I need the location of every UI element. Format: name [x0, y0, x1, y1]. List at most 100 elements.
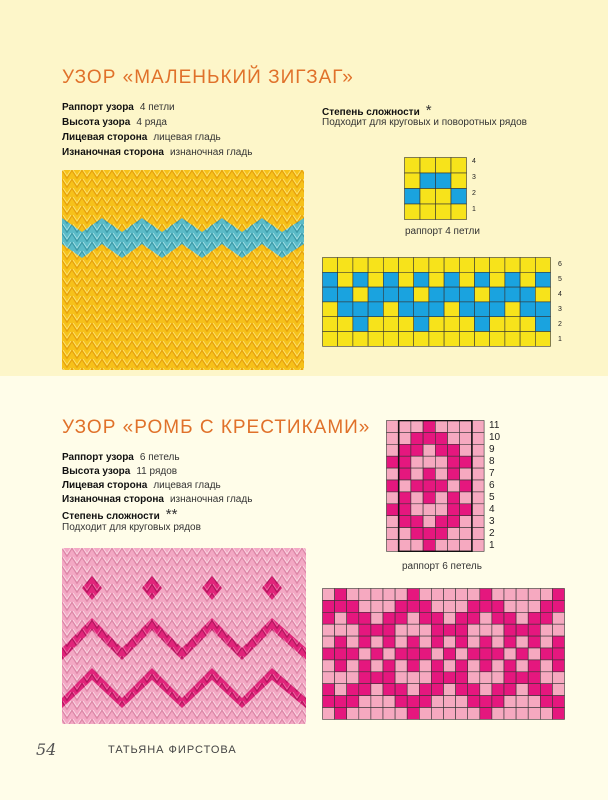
rhombus-full-cell: [370, 647, 384, 661]
rhombus-repeat-cell: [410, 432, 424, 445]
zigzag-full-cell: [382, 316, 399, 332]
rhombus-full-cell: [346, 611, 360, 625]
zigzag-full-cell: [367, 286, 384, 303]
rhombus-repeat-cell: [398, 432, 412, 445]
rhombus-repeat-row-1: 1: [489, 540, 495, 551]
rhombus-full-cell: [394, 623, 408, 637]
rhombus-repeat-cell: [410, 467, 424, 481]
rhombus-repeat-repeat-frame: [397, 420, 473, 552]
rhombus-full-cell: [479, 623, 493, 637]
zigzag-full-cell: [489, 257, 506, 273]
rhombus-full-cell: [443, 600, 456, 613]
rhombus-repeat-cell: [398, 467, 412, 481]
zigzag-full-cell: [322, 286, 338, 303]
rhombus-full-cell: [382, 659, 396, 673]
rhombus-full-cell: [394, 671, 408, 685]
rhombus-repeat-cell: [422, 467, 436, 481]
zigzag-row-4: 4: [558, 291, 562, 298]
rhombus-repeat-cell: [410, 420, 424, 433]
rhombus-full-cell: [552, 623, 565, 637]
rhombus-full-cell: [322, 707, 335, 720]
rhombus-repeat-cell: [447, 479, 460, 493]
rhombus-repeat-row-6: 6: [489, 480, 495, 491]
rhombus-repeat-cell: [422, 503, 436, 517]
zigzag-repeat-cell: [419, 203, 436, 220]
rhombus-full-cell: [419, 671, 432, 685]
rhombus-full-cell: [491, 647, 505, 661]
rhombus-repeat-cell: [471, 420, 485, 433]
rhombus-full-cell: [467, 635, 481, 649]
zigzag-full-chart: [322, 257, 551, 347]
rhombus-prop-height: Высота узора 11 рядов: [62, 466, 178, 477]
zigzag-full-cell: [413, 331, 430, 347]
rhombus-repeat-cell: [422, 539, 436, 552]
rhombus-full-cell: [527, 600, 541, 613]
rhombus-full-cell: [479, 588, 493, 601]
rhombus-full-cell: [346, 707, 360, 720]
rhombus-repeat-cell: [434, 479, 448, 493]
zigzag-full-cell: [428, 286, 445, 303]
rhombus-full-cell: [443, 635, 456, 649]
rhombus-repeat-cell: [434, 539, 448, 552]
rhombus-full-cell: [370, 635, 384, 649]
rhombus-full-cell: [443, 623, 456, 637]
rhombus-full-cell: [479, 635, 493, 649]
rhombus-full-cell: [419, 588, 432, 601]
rhombus-repeat-cell: [471, 443, 485, 457]
rhombus-repeat-cell: [410, 539, 424, 552]
rhombus-repeat-cell: [398, 515, 412, 528]
rhombus-repeat-cell: [422, 491, 436, 505]
rhombus-full-cell: [419, 707, 432, 720]
zigzag-full-cell: [367, 301, 384, 318]
rhombus-full-cell: [358, 671, 372, 685]
rhombus-full-cell: [503, 635, 517, 649]
rhombus-repeat-cell: [422, 420, 436, 433]
zigzag-prop-height: Высота узора 4 ряда: [62, 117, 167, 128]
zigzag-repeat-cell: [404, 157, 421, 174]
rhombus-full-cell: [346, 588, 360, 601]
rhombus-repeat-cell: [386, 443, 399, 457]
rhombus-full-cell: [491, 707, 505, 720]
rhombus-full-cell: [370, 683, 384, 696]
rhombus-full-cell: [479, 695, 493, 708]
zigzag-full-cell: [352, 316, 369, 332]
rhombus-full-cell: [503, 671, 517, 685]
rhombus-full-cell: [322, 635, 335, 649]
rhombus-repeat-cell: [459, 443, 473, 457]
rhombus-full-cell: [527, 695, 541, 708]
rhombus-full-cell: [334, 659, 348, 673]
rhombus-repeat-cell: [410, 515, 424, 528]
rhombus-full-cell: [552, 659, 565, 673]
rhombus-full-cell: [540, 600, 553, 613]
rhombus-full-cell: [334, 707, 348, 720]
rhombus-repeat-cell: [459, 467, 473, 481]
zigzag-full-cell: [398, 331, 414, 347]
zigzag-full-cell: [504, 331, 521, 347]
rhombus-repeat-row-9: 9: [489, 444, 495, 455]
rhombus-full-cell: [540, 623, 553, 637]
zigzag-full-cell: [535, 316, 551, 332]
zigzag-full-cell: [398, 301, 414, 318]
rhombus-full-chart: [322, 588, 566, 720]
zigzag-repeat-row-3: 3: [472, 174, 476, 181]
rhombus-full-cell: [443, 671, 456, 685]
rhombus-repeat-row-2: 2: [489, 528, 495, 539]
rhombus-full-cell: [346, 671, 360, 685]
rhombus-full-cell: [322, 647, 335, 661]
rhombus-repeat-cell: [398, 491, 412, 505]
rhombus-repeat-cell: [447, 527, 460, 540]
rhombus-full-cell: [491, 659, 505, 673]
rhombus-full-cell: [455, 671, 469, 685]
rhombus-full-cell: [358, 647, 372, 661]
zigzag-full-cell: [459, 301, 475, 318]
rhombus-full-cell: [443, 695, 456, 708]
rhombus-repeat-cell: [422, 527, 436, 540]
rhombus-full-cell: [382, 588, 396, 601]
rhombus-repeat-row-11: 11: [489, 420, 500, 431]
rhombus-full-cell: [515, 600, 529, 613]
rhombus-full-cell: [358, 635, 372, 649]
rhombus-repeat-cell: [471, 432, 485, 445]
zigzag-full-cell: [459, 331, 475, 347]
rhombus-full-cell: [515, 611, 529, 625]
rhombus-full-cell: [491, 683, 505, 696]
